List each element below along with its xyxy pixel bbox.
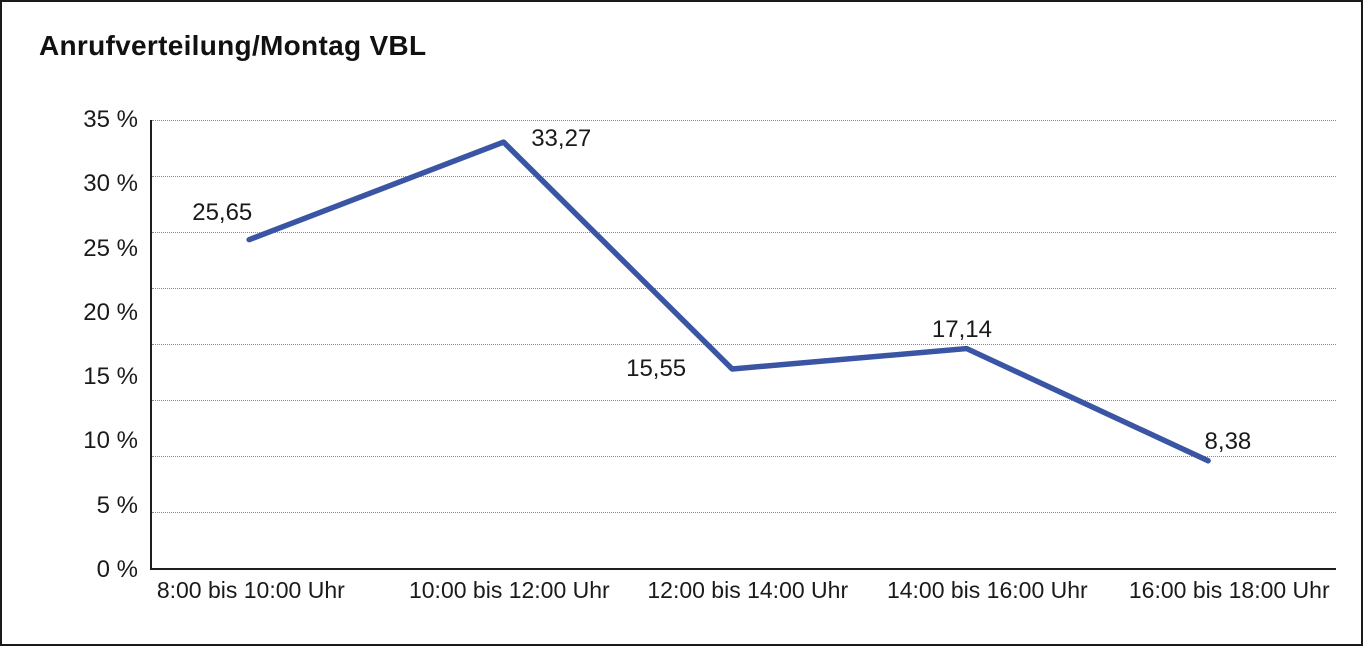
y-tick-label: 30 % (83, 170, 138, 198)
y-axis: 35 % 30 % 25 % 20 % 15 % 10 % 5 % 0 % (2, 106, 138, 583)
line-series-svg (246, 139, 1211, 464)
plot-area: 25,65 33,27 15,55 17,14 8,38 (150, 120, 1336, 570)
data-point-label: 15,55 (626, 355, 687, 383)
chart-title: Anrufverteilung/Montag VBL (39, 30, 427, 61)
data-point-label: 8,38 (1204, 428, 1252, 456)
x-tick-label: 16:00 bis 18:00 Uhr (1128, 577, 1330, 603)
h-gridline (152, 288, 1336, 289)
y-tick-label: 10 % (83, 427, 138, 455)
h-gridline (152, 400, 1336, 401)
h-gridline (152, 176, 1336, 177)
x-tick-label: 14:00 bis 16:00 Uhr (886, 577, 1088, 603)
y-tick-label: 35 % (83, 106, 138, 133)
data-point-label: 17,14 (931, 315, 992, 343)
h-gridline (152, 456, 1336, 457)
y-tick-label: 20 % (83, 298, 138, 326)
x-axis: 8:00 bis 10:00 Uhr 10:00 bis 12:00 Uhr 12:… (150, 577, 1336, 611)
h-gridline (152, 344, 1336, 345)
x-tick-label: 12:00 bis 14:00 Uhr (647, 577, 849, 603)
y-tick-label: 5 % (96, 491, 138, 519)
chart-line (246, 139, 1211, 464)
y-tick-label: 0 % (96, 556, 138, 583)
h-gridline (152, 512, 1336, 513)
x-tick-label: 10:00 bis 12:00 Uhr (408, 577, 610, 603)
data-point-label: 25,65 (192, 199, 253, 227)
x-tick-label: 8:00 bis 10:00 Uhr (156, 577, 345, 603)
y-tick-label: 25 % (83, 234, 138, 262)
h-gridline (152, 232, 1336, 233)
data-point-label: 33,27 (531, 125, 592, 153)
h-gridline (152, 120, 1336, 121)
y-tick-label: 15 % (83, 363, 138, 391)
